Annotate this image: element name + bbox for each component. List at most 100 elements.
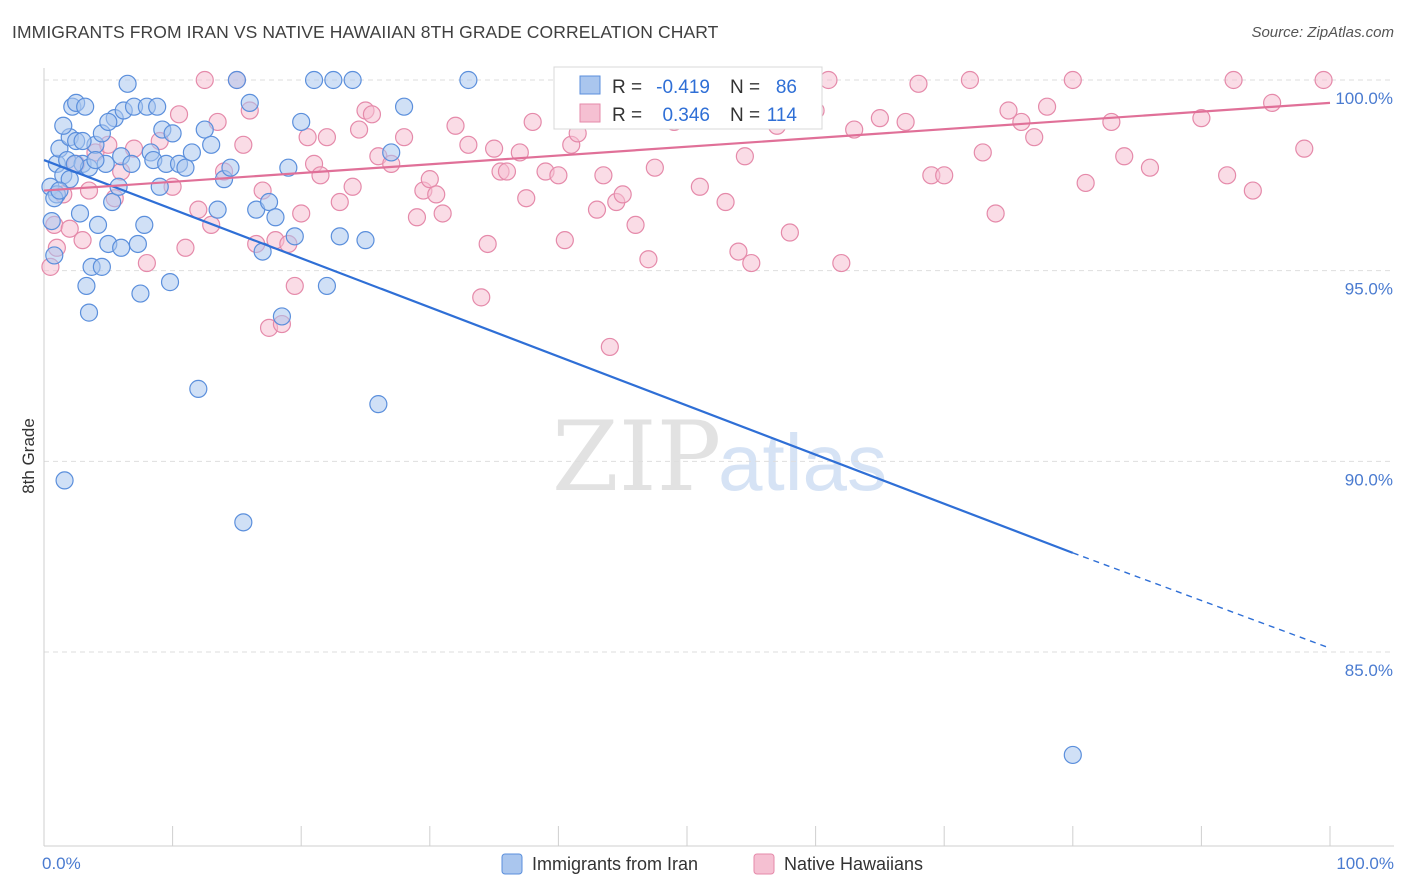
data-point bbox=[1076, 173, 1095, 193]
data-point bbox=[99, 112, 118, 132]
y-axis-label: 8th Grade bbox=[19, 418, 38, 494]
data-point bbox=[195, 120, 214, 139]
data-point bbox=[76, 97, 95, 116]
data-point bbox=[122, 154, 141, 173]
x-ticks bbox=[43, 826, 1331, 846]
data-point bbox=[433, 204, 452, 223]
data-point bbox=[208, 200, 227, 219]
data-point bbox=[79, 181, 99, 200]
data-point bbox=[896, 112, 915, 132]
data-point bbox=[420, 170, 439, 189]
data-point bbox=[317, 128, 337, 147]
data-point bbox=[73, 231, 92, 250]
data-point bbox=[54, 116, 73, 135]
data-point bbox=[394, 128, 414, 147]
trend-line-iran-extension bbox=[1072, 552, 1331, 649]
stats-r-label-blue: R = bbox=[612, 77, 642, 98]
data-point bbox=[1224, 70, 1243, 90]
data-point bbox=[317, 276, 337, 296]
data-point bbox=[148, 97, 167, 116]
data-point bbox=[73, 131, 92, 151]
data-point bbox=[221, 158, 240, 177]
data-point bbox=[330, 192, 349, 212]
data-point bbox=[1314, 70, 1333, 90]
data-point bbox=[42, 211, 61, 231]
data-point bbox=[135, 215, 154, 235]
data-point bbox=[690, 177, 709, 196]
data-point bbox=[742, 253, 761, 273]
data-point bbox=[517, 189, 536, 208]
data-point bbox=[1263, 93, 1282, 112]
data-point bbox=[446, 116, 465, 135]
data-point bbox=[832, 253, 851, 273]
data-point bbox=[459, 70, 478, 90]
data-point bbox=[735, 147, 754, 166]
data-point bbox=[234, 135, 253, 154]
chart-title: IMMIGRANTS FROM IRAN VS NATIVE HAWAIIAN … bbox=[12, 22, 719, 42]
data-point bbox=[523, 112, 542, 132]
data-point bbox=[960, 70, 980, 90]
data-point bbox=[182, 143, 201, 162]
chart-source: Source: ZipAtlas.com bbox=[1251, 24, 1394, 41]
data-point bbox=[555, 231, 574, 250]
data-point bbox=[986, 204, 1005, 223]
data-point bbox=[729, 242, 748, 261]
data-point bbox=[613, 185, 632, 204]
data-point bbox=[60, 219, 79, 238]
data-point bbox=[324, 70, 343, 90]
data-point bbox=[1115, 147, 1134, 166]
data-point bbox=[639, 250, 658, 269]
data-point bbox=[1037, 97, 1057, 116]
data-point bbox=[304, 70, 324, 90]
data-point bbox=[160, 273, 180, 292]
data-point bbox=[189, 379, 208, 398]
series-immigrants-from-iran-points bbox=[41, 70, 1082, 765]
data-point bbox=[1140, 158, 1160, 177]
data-point bbox=[227, 70, 246, 90]
data-point bbox=[1243, 181, 1262, 200]
data-point bbox=[92, 257, 111, 276]
data-point bbox=[195, 70, 214, 90]
trend-lines bbox=[43, 101, 1331, 649]
data-point bbox=[935, 166, 954, 185]
stats-r-value-blue: -0.419 bbox=[656, 77, 710, 98]
data-point bbox=[999, 101, 1018, 120]
stats-n-label-blue: N = bbox=[730, 77, 760, 98]
data-point bbox=[510, 143, 529, 162]
data-point bbox=[298, 128, 317, 147]
x-tick-label-max: 100.0% bbox=[1336, 854, 1394, 873]
data-point bbox=[292, 112, 311, 132]
stats-n-value-pink: 114 bbox=[767, 105, 798, 126]
data-point bbox=[1218, 166, 1237, 185]
data-point bbox=[285, 276, 304, 296]
watermark-zip: ZIP bbox=[552, 401, 721, 513]
y-tick-label: 100.0% bbox=[1335, 89, 1393, 108]
data-point bbox=[169, 105, 189, 124]
legend-label-iran: Immigrants from Iran bbox=[532, 854, 698, 874]
data-point bbox=[343, 177, 362, 196]
data-point bbox=[645, 158, 664, 177]
data-point bbox=[259, 192, 279, 212]
stats-box: R = -0.419 N = 86 R = 0.346 N = 114 bbox=[553, 66, 823, 130]
data-point bbox=[70, 204, 90, 223]
data-point bbox=[1025, 128, 1044, 147]
y-tick-labels: 85.0% 90.0% 95.0% 100.0% bbox=[1335, 89, 1393, 680]
stats-n-label-pink: N = bbox=[730, 105, 760, 126]
data-point bbox=[973, 143, 992, 162]
data-point bbox=[202, 135, 221, 154]
data-point bbox=[176, 238, 195, 257]
data-point bbox=[1192, 109, 1211, 128]
watermark-atlas: atlas bbox=[718, 418, 887, 507]
data-point bbox=[594, 166, 613, 185]
data-point bbox=[163, 124, 182, 143]
data-point bbox=[103, 192, 122, 212]
data-point bbox=[330, 227, 349, 246]
data-point bbox=[112, 238, 131, 257]
data-point bbox=[587, 200, 607, 219]
y-tick-label: 95.0% bbox=[1345, 280, 1393, 299]
data-point bbox=[292, 204, 311, 223]
data-point bbox=[240, 93, 259, 112]
data-point bbox=[1063, 745, 1082, 765]
y-tick-label: 90.0% bbox=[1345, 470, 1393, 489]
